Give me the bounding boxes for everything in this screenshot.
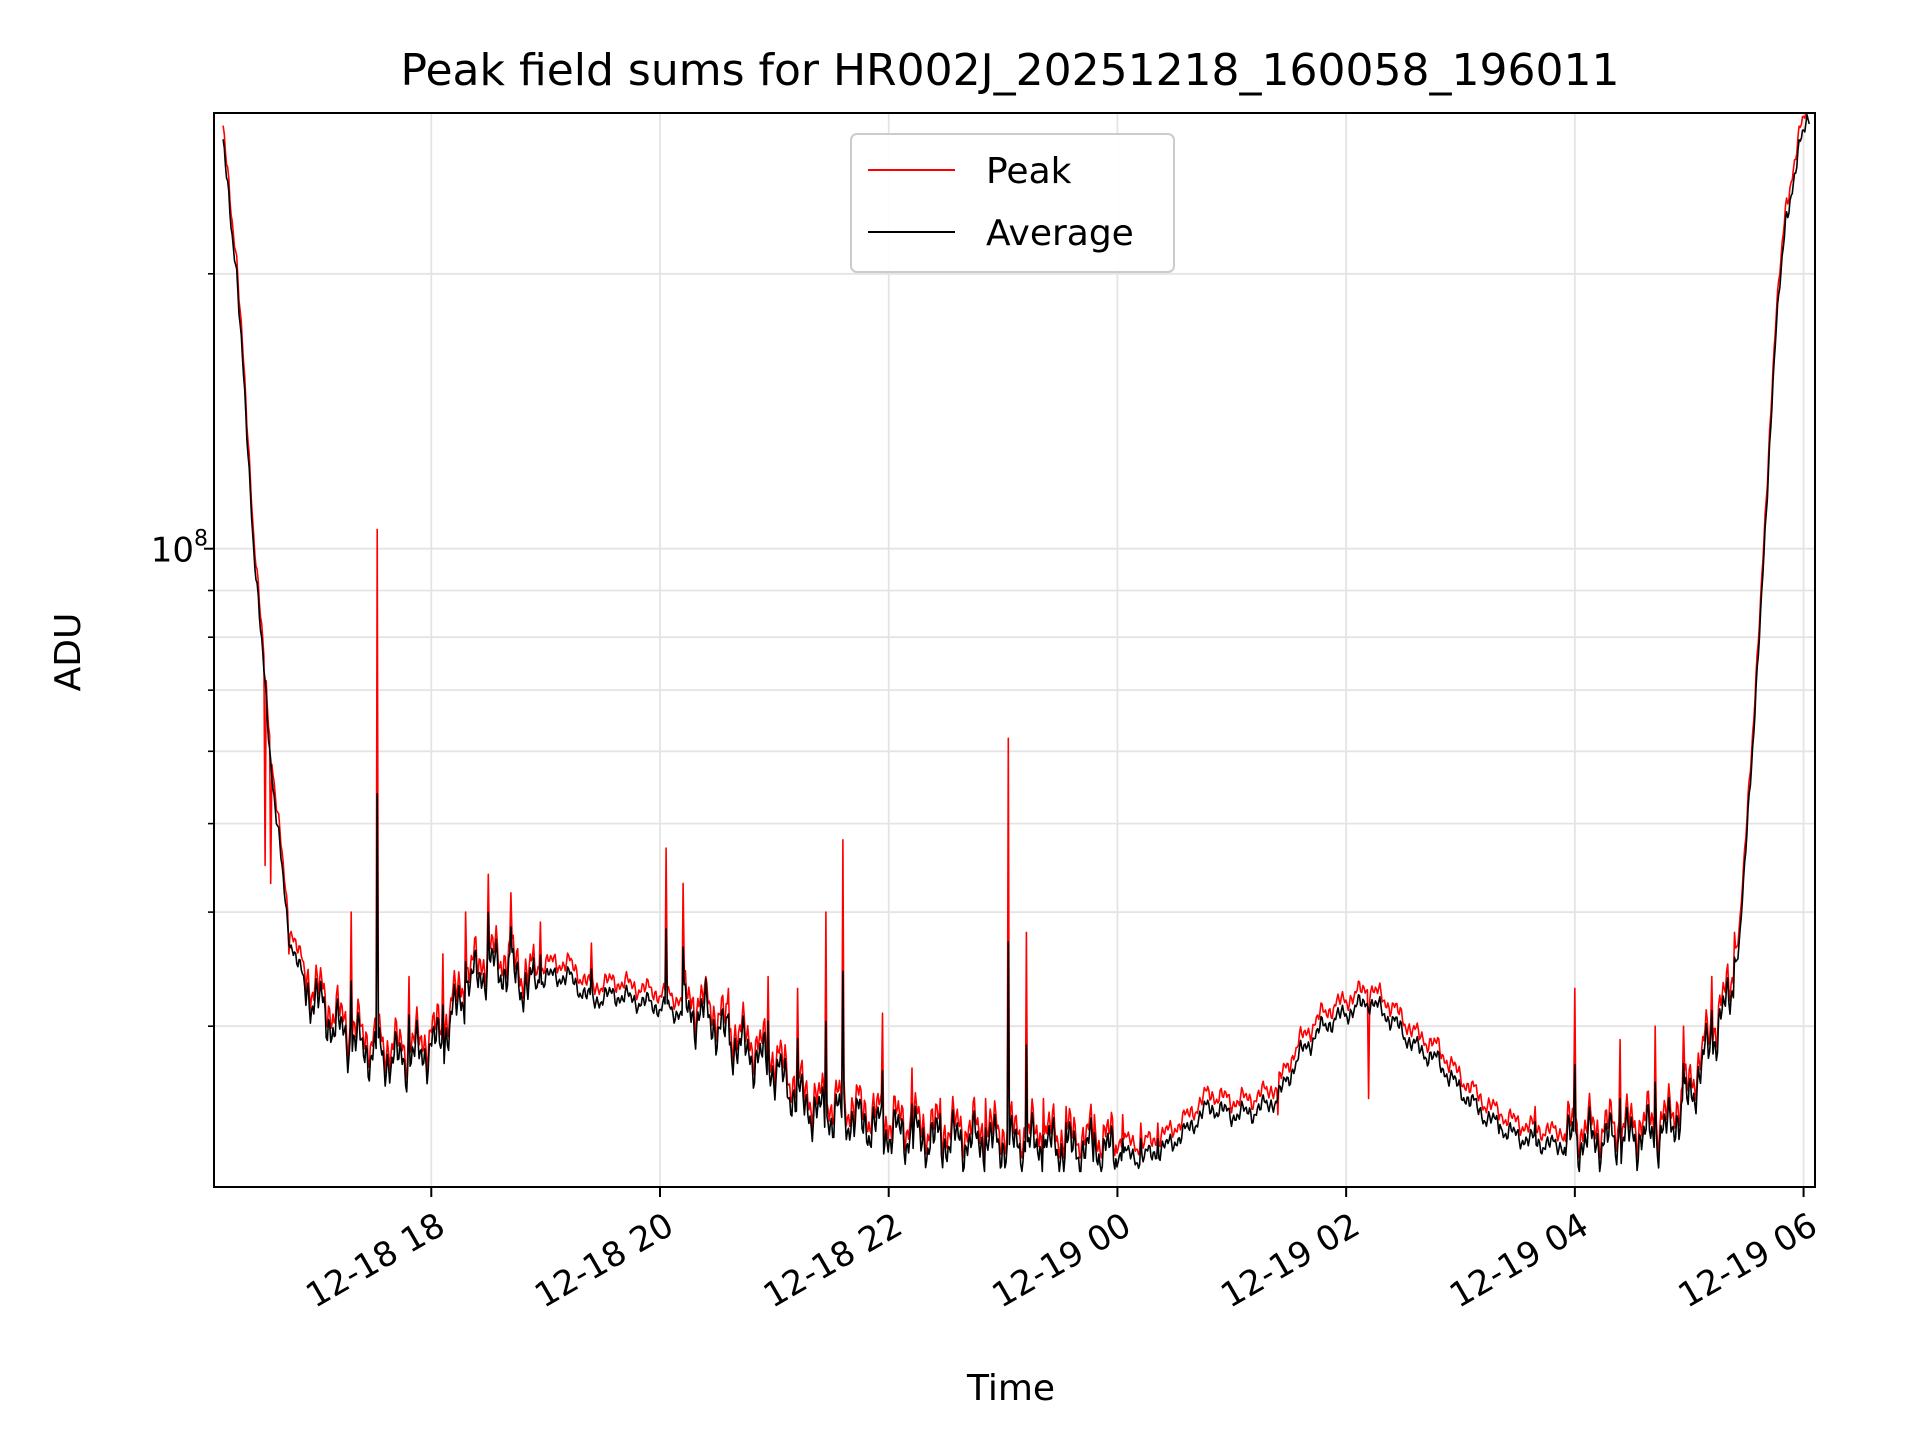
y-tick-exponent: 8 [194, 527, 208, 552]
legend-average-label: Average [986, 213, 1134, 254]
chart-title: Peak field sums for HR002J_20251218_1600… [401, 45, 1620, 96]
grid [214, 113, 1815, 1187]
legend-peak-label: Peak [986, 151, 1072, 192]
plot-frame [213, 112, 1816, 1188]
legend: Peak Average [850, 133, 1175, 273]
y-tick-label: 10 [151, 531, 194, 571]
y-axis-label: ADU [48, 613, 89, 692]
series-line-average [222, 114, 1811, 1173]
legend-box [850, 133, 1175, 273]
series-layer [222, 112, 1811, 1173]
x-axis-label: Time [966, 1368, 1055, 1409]
